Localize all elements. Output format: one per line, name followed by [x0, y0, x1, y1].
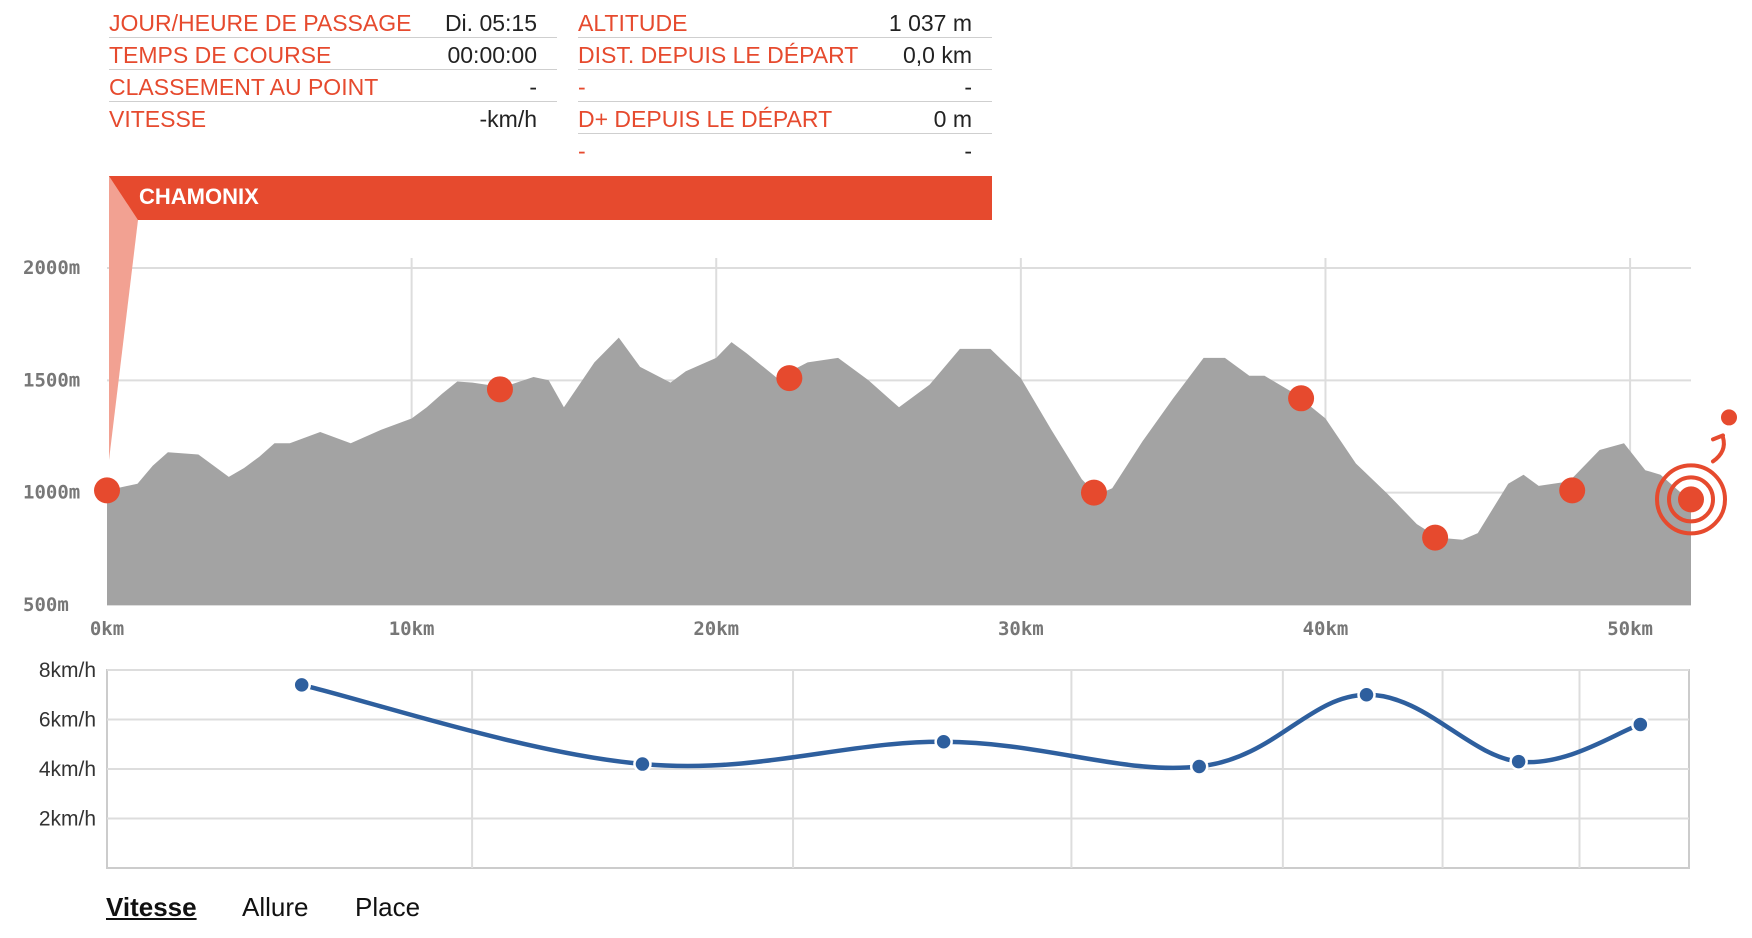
- info-label: VITESSE: [109, 106, 207, 132]
- elevation-y-tick-label: 1500m: [23, 369, 80, 391]
- speed-y-tick-label: 4km/h: [39, 758, 96, 781]
- speed-y-tick-label: 2km/h: [39, 808, 96, 831]
- checkpoint-markers[interactable]: [94, 365, 1704, 551]
- info-label: -: [578, 74, 586, 100]
- speed-point[interactable]: [633, 754, 652, 774]
- elevation-y-tick-label: 1000m: [23, 482, 80, 504]
- tab-vitesse[interactable]: Vitesse: [106, 892, 197, 922]
- info-label: JOUR/HEURE DE PASSAGE: [109, 10, 412, 36]
- checkpoint-banner: CHAMONIX: [109, 176, 992, 220]
- runner-body: [1711, 433, 1726, 464]
- finish-ring-outer: [1655, 463, 1727, 536]
- checkpoint-marker[interactable]: [1678, 486, 1704, 513]
- info-label: TEMPS DE COURSE: [109, 42, 332, 68]
- elevation-x-tick-label: 0km: [90, 618, 124, 640]
- elevation-profile-area[interactable]: [107, 337, 1691, 605]
- checkpoint-marker[interactable]: [776, 365, 803, 392]
- info-row: TEMPS DE COURSE 00:00:00: [109, 39, 557, 70]
- info-row: DIST. DEPUIS LE DÉPART 0,0 km: [578, 39, 992, 70]
- charts-canvas: 500m 1000m 1500m 2000m 0km 10km 20km 30km 40km 50…: [23, 176, 1737, 869]
- elevation-y-tick-label: 2000m: [23, 257, 80, 279]
- elevation-x-tick-label: 10km: [389, 618, 435, 640]
- finish-target-icon[interactable]: [1655, 409, 1737, 536]
- info-row: JOUR/HEURE DE PASSAGE Di. 05:15: [109, 7, 557, 38]
- info-value: -: [964, 74, 972, 100]
- speed-line: [301, 682, 1642, 771]
- info-value: -: [529, 74, 537, 100]
- elevation-axis: 500m 1000m 1500m 2000m 0km 10km 20km 30km 40km 50…: [23, 257, 1653, 640]
- info-value: Di. 05:15: [444, 10, 537, 36]
- elevation-x-tick-label: 40km: [1303, 618, 1349, 640]
- runner-head: [1721, 409, 1737, 426]
- checkpoint-marker[interactable]: [1080, 479, 1107, 506]
- info-label: DIST. DEPUIS LE DÉPART: [578, 42, 859, 68]
- checkpoint-pointer: [109, 176, 138, 460]
- info-row: VITESSE -km/h: [109, 103, 557, 133]
- checkpoint-marker[interactable]: [1422, 524, 1449, 551]
- info-value: 00:00:00: [447, 42, 537, 68]
- tab-place[interactable]: Place: [355, 892, 421, 922]
- info-value: -: [964, 138, 972, 164]
- speed-grid: [106, 669, 1690, 869]
- speed-point[interactable]: [1631, 715, 1650, 734]
- checkpoint-name: CHAMONIX: [139, 184, 259, 209]
- info-value: 0 m: [933, 106, 972, 132]
- info-row: ALTITUDE 1 037 m: [578, 7, 992, 38]
- info-label: -: [578, 138, 586, 164]
- speed-point[interactable]: [1509, 752, 1528, 771]
- speed-point[interactable]: [1357, 685, 1376, 704]
- checkpoint-marker[interactable]: [1288, 385, 1315, 412]
- speed-y-tick-label: 6km/h: [39, 709, 96, 732]
- passage-info-table: JOUR/HEURE DE PASSAGE Di. 05:15 TEMPS DE C…: [109, 7, 557, 134]
- speed-point[interactable]: [292, 675, 311, 695]
- speed-axis: 8km/h 6km/h 4km/h 2km/h: [39, 659, 96, 831]
- checkpoint-marker[interactable]: [1559, 477, 1586, 504]
- info-row: --: [578, 135, 992, 165]
- elevation-x-tick-label: 20km: [693, 618, 739, 640]
- info-label: CLASSEMENT AU POINT: [109, 74, 379, 100]
- speed-y-tick-label: 8km/h: [39, 659, 96, 682]
- elevation-x-tick-label: 30km: [998, 618, 1044, 640]
- checkpoint-marker[interactable]: [94, 477, 120, 504]
- info-row: CLASSEMENT AU POINT -: [109, 71, 557, 102]
- info-value: -km/h: [479, 106, 538, 132]
- info-row: D+ DEPUIS LE DÉPART 0 m: [578, 103, 992, 134]
- info-row: --: [578, 71, 992, 102]
- info-value: 1 037 m: [888, 10, 972, 36]
- speed-point[interactable]: [1189, 757, 1209, 776]
- elevation-y-tick-label: 500m: [23, 594, 69, 616]
- info-value: 0,0 km: [902, 42, 972, 68]
- speed-point[interactable]: [934, 732, 953, 752]
- speed-points[interactable]: [292, 675, 1650, 776]
- finish-ring-inner: [1667, 475, 1715, 524]
- info-label: ALTITUDE: [578, 10, 688, 36]
- tab-allure[interactable]: Allure: [242, 892, 309, 922]
- checkpoint-marker[interactable]: [486, 376, 513, 403]
- position-info-table: ALTITUDE 1 037 m DIST. DEPUIS LE DÉPART 0,0…: [578, 7, 992, 166]
- elevation-x-tick-label: 50km: [1607, 618, 1653, 640]
- info-label: D+ DEPUIS LE DÉPART: [578, 106, 833, 132]
